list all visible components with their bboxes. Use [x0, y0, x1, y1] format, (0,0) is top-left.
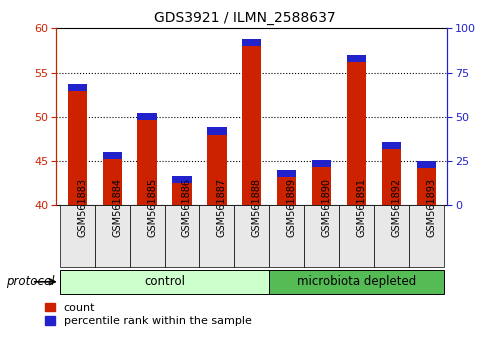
Bar: [416, 161, 435, 168]
FancyBboxPatch shape: [129, 205, 164, 267]
Text: GSM561891: GSM561891: [356, 178, 366, 237]
Bar: [102, 152, 122, 205]
FancyBboxPatch shape: [269, 270, 443, 294]
Text: microbiota depleted: microbiota depleted: [296, 275, 415, 288]
Text: GSM561883: GSM561883: [77, 178, 87, 237]
Text: protocol: protocol: [6, 275, 54, 288]
Legend: count, percentile rank within the sample: count, percentile rank within the sample: [44, 303, 251, 326]
Bar: [346, 55, 366, 62]
Text: GSM561885: GSM561885: [147, 178, 157, 237]
Bar: [416, 161, 435, 205]
FancyBboxPatch shape: [269, 205, 304, 267]
Bar: [172, 176, 191, 205]
Text: GSM561892: GSM561892: [391, 178, 401, 237]
Bar: [207, 127, 226, 205]
Bar: [277, 170, 296, 177]
Bar: [277, 170, 296, 205]
Text: GSM561884: GSM561884: [112, 178, 122, 237]
Text: GDS3921 / ILMN_2588637: GDS3921 / ILMN_2588637: [153, 11, 335, 25]
Bar: [137, 113, 156, 120]
Text: control: control: [144, 275, 184, 288]
FancyBboxPatch shape: [373, 205, 408, 267]
Text: GSM561886: GSM561886: [182, 178, 192, 237]
Text: GSM561887: GSM561887: [217, 178, 226, 237]
Bar: [242, 39, 261, 46]
FancyBboxPatch shape: [408, 205, 443, 267]
FancyBboxPatch shape: [339, 205, 373, 267]
FancyBboxPatch shape: [164, 205, 199, 267]
FancyBboxPatch shape: [304, 205, 339, 267]
Bar: [207, 127, 226, 135]
Text: GSM561890: GSM561890: [321, 178, 331, 237]
Bar: [381, 142, 400, 205]
Bar: [67, 84, 87, 91]
Bar: [346, 55, 366, 205]
FancyBboxPatch shape: [234, 205, 269, 267]
FancyBboxPatch shape: [60, 270, 269, 294]
Bar: [172, 176, 191, 183]
Bar: [67, 84, 87, 205]
Text: GSM561888: GSM561888: [251, 178, 261, 237]
Text: GSM561893: GSM561893: [426, 178, 436, 237]
Bar: [311, 160, 330, 205]
Text: GSM561889: GSM561889: [286, 178, 296, 237]
FancyBboxPatch shape: [60, 205, 95, 267]
Bar: [311, 160, 330, 167]
FancyBboxPatch shape: [199, 205, 234, 267]
FancyBboxPatch shape: [95, 205, 129, 267]
Bar: [137, 113, 156, 205]
Bar: [102, 152, 122, 159]
Bar: [242, 39, 261, 205]
Bar: [381, 142, 400, 149]
